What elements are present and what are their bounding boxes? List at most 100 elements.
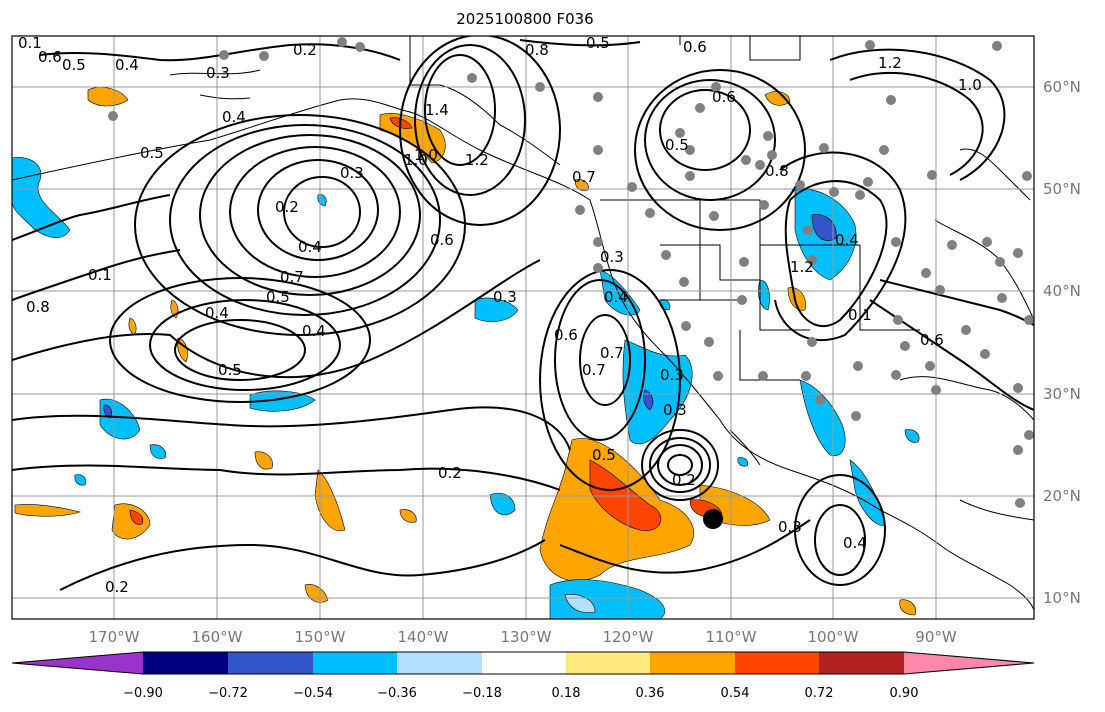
contour-label: 0.3 [663, 401, 687, 419]
colorbar-segment [650, 652, 735, 674]
contour-label: 0.7 [280, 268, 304, 286]
colorbar-tick-label: 0.54 [721, 686, 750, 701]
contour-label: 0.8 [525, 41, 549, 59]
contour-label: 0.2 [672, 471, 696, 489]
contour-label: 0.5 [140, 144, 164, 162]
contour-label: 0.8 [765, 162, 789, 180]
lon-label: 170°W [89, 628, 140, 646]
contour-label: 0.1 [88, 266, 112, 284]
contour-label: 0.4 [302, 322, 326, 340]
colorbar-segment [904, 652, 1034, 674]
colorbar-segment [735, 652, 819, 674]
contour-label: 0.6 [554, 326, 578, 344]
colorbar-tick-label: 0.36 [636, 686, 665, 701]
contour-label: 0.3 [340, 164, 364, 182]
contour-label: 0.3 [493, 288, 517, 306]
lat-label: 10°N [1043, 589, 1081, 607]
storm-center-marker [703, 509, 723, 529]
contour-label: 0.3 [206, 64, 230, 82]
lon-label: 90°W [915, 628, 957, 646]
contour-label: 0.1 [18, 34, 42, 52]
contour-label: 1.2 [790, 258, 814, 276]
contour-label: 1.0 [404, 151, 428, 169]
contour-label: 0.6 [920, 331, 944, 349]
colorbar-tick-label: −0.18 [462, 686, 502, 701]
contour-label: 0.6 [38, 48, 62, 66]
map-frame [11, 35, 1035, 620]
map-panel: 0.1 0.6 0.5 0.4 0.3 0.2 0.4 0.8 0.5 0.6 … [12, 34, 1034, 619]
colorbar-tick-labels: −0.90 −0.72 −0.54 −0.36 −0.18 0.18 0.36 … [123, 686, 918, 701]
contour-label: 0.2 [105, 578, 129, 596]
contour-label: 1.4 [425, 101, 449, 119]
contour-label: 0.5 [586, 34, 610, 52]
colorbar-segment [482, 652, 566, 674]
contour-label: 0.6 [683, 38, 707, 56]
contour-label: 0.1 [848, 306, 872, 324]
contour-label: 0.2 [293, 41, 317, 59]
contour-label: 0.2 [275, 198, 299, 216]
colorbar-segment [313, 652, 397, 674]
colorbar-segment [397, 652, 482, 674]
lat-label: 60°N [1043, 78, 1081, 96]
lon-label: 140°W [398, 628, 449, 646]
lon-label: 130°W [501, 628, 552, 646]
lon-label: 150°W [295, 628, 346, 646]
contour-label: 0.7 [572, 168, 596, 186]
contour-label: 0.7 [600, 344, 624, 362]
colorbar-tick-label: 0.72 [805, 686, 834, 701]
colorbar-segment [228, 652, 313, 674]
contour-label: 0.5 [266, 288, 290, 306]
contour-label: 0.4 [205, 304, 229, 322]
map-title: 2025100800 F036 [456, 10, 594, 28]
contour-label: 0.4 [115, 56, 139, 74]
contour-label: 1.2 [465, 151, 489, 169]
latitude-labels: 60°N 50°N 40°N 30°N 20°N 10°N [1043, 78, 1081, 607]
contour-label: 1.0 [958, 76, 982, 94]
contour-label: 1.2 [878, 54, 902, 72]
contour-label: 0.4 [843, 534, 867, 552]
colorbar-segment [143, 652, 228, 674]
lat-label: 20°N [1043, 487, 1081, 505]
contour-label: 0.5 [592, 446, 616, 464]
contour-label: 0.5 [218, 361, 242, 379]
lon-label: 110°W [706, 628, 757, 646]
lat-label: 50°N [1043, 180, 1081, 198]
contour-label: 0.3 [660, 366, 684, 384]
colorbar-tick-label: 0.90 [890, 686, 919, 701]
contour-label: 0.3 [778, 518, 802, 536]
longitude-labels: 170°W 160°W 150°W 140°W 130°W 120°W 110°… [89, 628, 957, 646]
contour-label: 0.2 [438, 464, 462, 482]
colorbar-segment [12, 652, 143, 674]
colorbar-tick-label: −0.54 [293, 686, 333, 701]
contour-label: 0.6 [430, 231, 454, 249]
lon-label: 120°W [603, 628, 654, 646]
colorbar-tick-label: 0.18 [552, 686, 581, 701]
lon-label: 160°W [192, 628, 243, 646]
contour-label: 0.4 [222, 108, 246, 126]
colorbar [11, 651, 1035, 675]
colorbar-tick-label: −0.72 [208, 686, 248, 701]
colorbar-segment [819, 652, 904, 674]
lat-label: 30°N [1043, 385, 1081, 403]
lat-label: 40°N [1043, 282, 1081, 300]
contours [12, 36, 1034, 591]
colorbar-tick-label: −0.90 [123, 686, 163, 701]
contour-label: 1.0 [414, 146, 438, 164]
contour-label: 0.4 [604, 288, 628, 306]
contour-label: 0.7 [582, 361, 606, 379]
contour-label: 0.4 [298, 238, 322, 256]
contour-label: 0.4 [835, 231, 859, 249]
colorbar-tick-label: −0.36 [377, 686, 417, 701]
colorbar-outline [11, 651, 1035, 675]
contour-label: 0.5 [665, 136, 689, 154]
contour-label: 0.8 [26, 298, 50, 316]
contour-label: 0.5 [62, 56, 86, 74]
contour-label: 0.6 [712, 88, 736, 106]
observation-points [108, 37, 1034, 508]
colorbar-segment [566, 652, 650, 674]
graticule [12, 36, 1034, 619]
contour-labels: 0.1 0.6 0.5 0.4 0.3 0.2 0.4 0.8 0.5 0.6 … [18, 34, 982, 596]
contour-label: 0.3 [600, 248, 624, 266]
lon-label: 100°W [808, 628, 859, 646]
